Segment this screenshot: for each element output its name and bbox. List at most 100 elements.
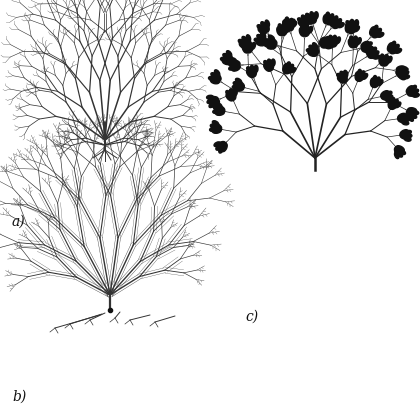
Ellipse shape	[330, 38, 335, 47]
Ellipse shape	[324, 37, 329, 43]
Ellipse shape	[340, 71, 345, 77]
Ellipse shape	[248, 41, 252, 48]
Ellipse shape	[220, 57, 227, 61]
Ellipse shape	[326, 45, 333, 49]
Ellipse shape	[355, 72, 360, 81]
Ellipse shape	[412, 89, 419, 94]
Ellipse shape	[400, 130, 408, 136]
Ellipse shape	[269, 61, 273, 70]
Ellipse shape	[337, 73, 343, 79]
Ellipse shape	[232, 65, 240, 71]
Ellipse shape	[283, 63, 288, 72]
Ellipse shape	[385, 98, 392, 102]
Ellipse shape	[291, 19, 296, 26]
Ellipse shape	[342, 73, 347, 82]
Ellipse shape	[406, 111, 413, 118]
Ellipse shape	[390, 48, 399, 54]
Ellipse shape	[412, 111, 419, 115]
Ellipse shape	[394, 152, 399, 159]
Ellipse shape	[260, 32, 266, 38]
Ellipse shape	[398, 73, 407, 78]
Ellipse shape	[312, 46, 319, 54]
Ellipse shape	[304, 28, 310, 36]
Ellipse shape	[264, 43, 271, 47]
Ellipse shape	[332, 38, 338, 47]
Ellipse shape	[277, 27, 282, 35]
Ellipse shape	[252, 68, 257, 77]
Ellipse shape	[360, 71, 365, 77]
Ellipse shape	[286, 62, 291, 69]
Ellipse shape	[328, 38, 333, 47]
Ellipse shape	[319, 37, 326, 45]
Ellipse shape	[249, 68, 255, 77]
Ellipse shape	[264, 61, 269, 66]
Ellipse shape	[352, 23, 356, 29]
Ellipse shape	[238, 39, 244, 44]
Ellipse shape	[379, 57, 384, 66]
Ellipse shape	[383, 58, 389, 66]
Ellipse shape	[373, 80, 380, 88]
Ellipse shape	[269, 38, 277, 45]
Ellipse shape	[339, 74, 346, 82]
Ellipse shape	[368, 53, 377, 58]
Ellipse shape	[312, 43, 318, 49]
Ellipse shape	[229, 66, 235, 70]
Ellipse shape	[215, 70, 220, 76]
Ellipse shape	[231, 63, 240, 68]
Ellipse shape	[366, 50, 373, 55]
Ellipse shape	[229, 58, 236, 62]
Ellipse shape	[362, 44, 370, 50]
Ellipse shape	[338, 77, 345, 83]
Ellipse shape	[327, 18, 334, 25]
Ellipse shape	[301, 18, 307, 26]
Ellipse shape	[391, 102, 398, 109]
Ellipse shape	[217, 142, 226, 147]
Ellipse shape	[396, 71, 404, 77]
Ellipse shape	[408, 116, 413, 121]
Ellipse shape	[213, 109, 220, 114]
Ellipse shape	[213, 106, 221, 110]
Ellipse shape	[387, 56, 392, 63]
Ellipse shape	[354, 20, 359, 27]
Ellipse shape	[245, 38, 250, 46]
Ellipse shape	[371, 47, 377, 53]
Ellipse shape	[299, 28, 305, 36]
Ellipse shape	[373, 55, 380, 59]
Ellipse shape	[373, 32, 381, 38]
Ellipse shape	[394, 99, 398, 106]
Ellipse shape	[265, 20, 270, 27]
Ellipse shape	[310, 12, 314, 18]
Ellipse shape	[357, 38, 361, 44]
Ellipse shape	[400, 132, 409, 137]
Ellipse shape	[224, 57, 232, 63]
Ellipse shape	[336, 37, 341, 44]
Ellipse shape	[304, 17, 310, 26]
Ellipse shape	[354, 26, 360, 32]
Ellipse shape	[216, 144, 221, 150]
Ellipse shape	[231, 91, 236, 100]
Ellipse shape	[266, 62, 272, 71]
Ellipse shape	[350, 36, 354, 43]
Ellipse shape	[285, 20, 291, 29]
Ellipse shape	[405, 134, 412, 138]
Ellipse shape	[396, 69, 405, 74]
Ellipse shape	[258, 28, 266, 34]
Ellipse shape	[250, 66, 255, 72]
Ellipse shape	[283, 20, 288, 28]
Ellipse shape	[366, 46, 373, 50]
Ellipse shape	[209, 96, 218, 102]
Ellipse shape	[236, 78, 242, 83]
Ellipse shape	[349, 22, 354, 31]
Ellipse shape	[338, 23, 344, 28]
Ellipse shape	[207, 99, 214, 103]
Ellipse shape	[213, 123, 222, 130]
Ellipse shape	[405, 130, 411, 135]
Ellipse shape	[210, 124, 217, 128]
Ellipse shape	[398, 113, 406, 119]
Ellipse shape	[333, 22, 341, 28]
Ellipse shape	[371, 29, 378, 36]
Ellipse shape	[287, 22, 294, 30]
Text: a): a)	[12, 215, 26, 229]
Ellipse shape	[362, 47, 371, 53]
Ellipse shape	[308, 26, 313, 33]
